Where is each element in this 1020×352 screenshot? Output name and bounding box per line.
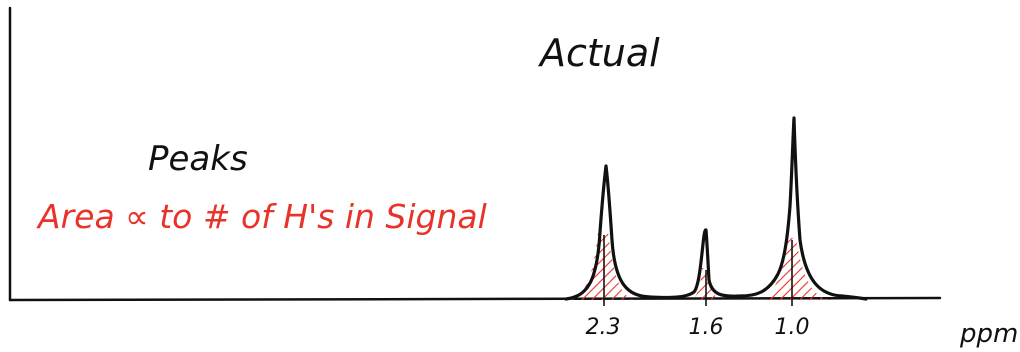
peak-ticks (603, 235, 793, 306)
tick-label-1.0: 1.0 (775, 315, 810, 340)
x-axis-unit-label: ppm (959, 319, 1018, 349)
diagram-title: Actual (537, 31, 660, 75)
peak-areas (566, 232, 832, 300)
ppm-tick-labels: 2.3 1.6 1.0 (586, 315, 810, 340)
tick-label-2.3: 2.3 (586, 315, 621, 340)
peak-area-2.3 (566, 232, 636, 300)
spectrum-trace (564, 116, 868, 301)
tick-label-1.6: 1.6 (689, 315, 724, 340)
peaks-label: Peaks (148, 139, 248, 179)
peak-area-1.6 (690, 268, 720, 300)
area-proportional-note: Area ∝ to # of H's in Signal (36, 197, 487, 236)
peak-area-1.0 (756, 238, 832, 300)
